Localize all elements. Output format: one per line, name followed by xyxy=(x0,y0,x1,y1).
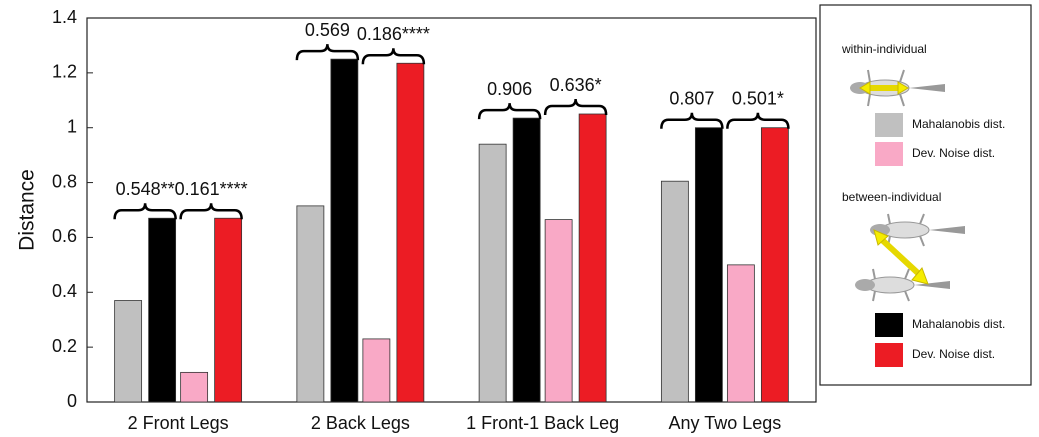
bar xyxy=(479,144,506,402)
x-tick-label: 1 Front-1 Back Leg xyxy=(466,413,619,433)
legend-label: Mahalanobis dist. xyxy=(912,117,1005,131)
annotation-brace xyxy=(479,103,540,119)
bar xyxy=(545,220,572,402)
bar xyxy=(297,206,324,402)
annotation-brace xyxy=(661,113,722,129)
chart: Distance 0 0.2 0.4 0.6 0.8 1 1.2 1.4 2 Front Leg… xyxy=(0,0,1039,437)
bar xyxy=(661,181,688,402)
legend-title: within-individual xyxy=(841,42,927,56)
annotation: 0.161**** xyxy=(175,179,248,199)
legend-label: Dev. Noise dist. xyxy=(912,347,995,361)
y-tick-label: 0.2 xyxy=(52,336,77,356)
y-axis-label: Distance xyxy=(16,169,39,251)
bar xyxy=(331,59,358,402)
annotation-brace xyxy=(115,203,176,219)
legend-swatch xyxy=(875,313,903,337)
legend-swatch xyxy=(875,113,903,137)
bar xyxy=(695,128,722,402)
annotation: 0.186**** xyxy=(357,24,430,44)
bar xyxy=(149,218,176,402)
annotation-brace xyxy=(297,44,358,60)
bar xyxy=(761,128,788,402)
legend-swatch xyxy=(875,142,903,166)
bar xyxy=(579,114,606,402)
y-tick-label: 0.8 xyxy=(52,171,77,191)
annotation-brace xyxy=(545,99,606,115)
annotation: 0.807 xyxy=(669,88,714,108)
y-tick-label: 1.2 xyxy=(52,62,77,82)
annotation: 0.548** xyxy=(116,179,175,199)
legend-title: between-individual xyxy=(842,190,941,204)
annotation: 0.636* xyxy=(550,75,602,95)
bar xyxy=(363,339,390,402)
bar xyxy=(513,118,540,402)
annotation-brace xyxy=(181,203,242,219)
y-tick-label: 0.6 xyxy=(52,226,77,246)
y-tick-label: 1 xyxy=(67,116,77,136)
bar xyxy=(215,218,242,402)
y-tick-label: 0 xyxy=(67,391,77,411)
y-tick-label: 1.4 xyxy=(52,7,77,27)
annotation: 0.906 xyxy=(487,79,532,99)
x-tick-label: 2 Back Legs xyxy=(311,413,410,433)
annotation: 0.569 xyxy=(305,20,350,40)
annotation-brace xyxy=(363,48,424,64)
x-tick-label: Any Two Legs xyxy=(669,413,782,433)
legend-label: Dev. Noise dist. xyxy=(912,146,995,160)
annotation: 0.501* xyxy=(732,88,784,108)
bar xyxy=(727,265,754,402)
x-tick-label: 2 Front Legs xyxy=(128,413,229,433)
annotation-brace xyxy=(727,113,788,129)
bar xyxy=(397,63,424,402)
bar xyxy=(181,372,208,402)
y-tick-label: 0.4 xyxy=(52,281,77,301)
bar xyxy=(115,301,142,402)
legend-label: Mahalanobis dist. xyxy=(912,317,1005,331)
legend-swatch xyxy=(875,343,903,367)
